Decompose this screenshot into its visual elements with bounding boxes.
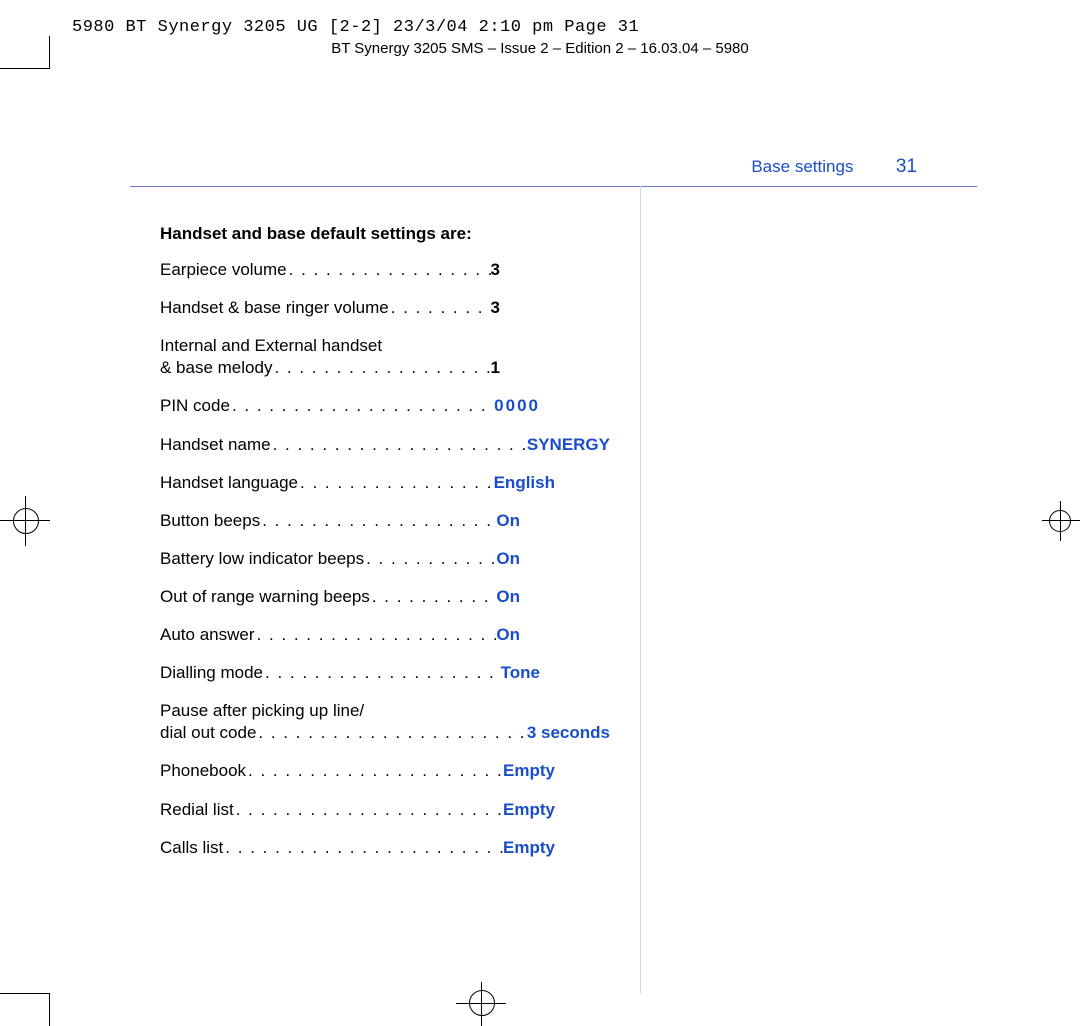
leader-dots bbox=[287, 259, 491, 281]
setting-line: Battery low indicator beeps On bbox=[160, 548, 520, 570]
leader-dots bbox=[370, 586, 497, 608]
setting-value: 3 bbox=[491, 297, 500, 319]
setting-value: 1 bbox=[491, 357, 500, 379]
setting-label: Battery low indicator beeps bbox=[160, 548, 364, 570]
crop-mark bbox=[0, 68, 50, 69]
setting-row: Button beeps On bbox=[160, 510, 610, 532]
setting-line: Redial list Empty bbox=[160, 799, 555, 821]
setting-line: Phonebook Empty bbox=[160, 760, 555, 782]
leader-dots bbox=[272, 357, 490, 379]
setting-label: Dialling mode bbox=[160, 662, 263, 684]
setting-label: Earpiece volume bbox=[160, 259, 287, 281]
leader-dots bbox=[223, 837, 503, 859]
setting-line: Dialling mode Tone bbox=[160, 662, 540, 684]
setting-line: Handset name SYNERGY bbox=[160, 434, 610, 456]
setting-value: SYNERGY bbox=[527, 434, 610, 456]
setting-line: Auto answer On bbox=[160, 624, 520, 646]
setting-label-line1: Internal and External handset bbox=[160, 335, 610, 357]
leader-dots bbox=[298, 472, 494, 494]
column-divider bbox=[640, 186, 641, 994]
registration-mark bbox=[1049, 510, 1071, 532]
setting-line: Handset & base ringer volume 3 bbox=[160, 297, 500, 319]
setting-row: Handset name SYNERGY bbox=[160, 434, 610, 456]
setting-row: Phonebook Empty bbox=[160, 760, 610, 782]
setting-value: On bbox=[496, 510, 520, 532]
setting-value: Tone bbox=[501, 662, 540, 684]
header-rule bbox=[130, 186, 977, 187]
setting-label: Handset name bbox=[160, 434, 271, 456]
setting-value: 3 bbox=[491, 259, 500, 281]
setting-line: Earpiece volume 3 bbox=[160, 259, 500, 281]
leader-dots bbox=[263, 662, 501, 684]
leader-dots bbox=[256, 722, 526, 744]
setting-row: Handset language English bbox=[160, 472, 610, 494]
page-area: Base settings 31 Handset and base defaul… bbox=[50, 68, 1042, 994]
setting-row: Redial list Empty bbox=[160, 799, 610, 821]
setting-label: Redial list bbox=[160, 799, 234, 821]
setting-value: Empty bbox=[503, 799, 555, 821]
setting-value: On bbox=[496, 624, 520, 646]
setting-label: Handset & base ringer volume bbox=[160, 297, 389, 319]
setting-line: dial out code 3 seconds bbox=[160, 722, 610, 744]
leader-dots bbox=[255, 624, 497, 646]
leader-dots bbox=[260, 510, 496, 532]
setting-value: Empty bbox=[503, 760, 555, 782]
setting-row: Handset & base ringer volume 3 bbox=[160, 297, 610, 319]
registration-mark bbox=[13, 508, 39, 534]
leader-dots bbox=[271, 434, 527, 456]
setting-label-line1: Pause after picking up line/ bbox=[160, 700, 610, 722]
setting-line: Handset language English bbox=[160, 472, 555, 494]
running-head: Base settings 31 bbox=[751, 156, 917, 178]
leader-dots bbox=[389, 297, 491, 319]
setting-row: Internal and External handset& base melo… bbox=[160, 335, 610, 379]
leader-dots bbox=[246, 760, 503, 782]
setting-row: Auto answer On bbox=[160, 624, 610, 646]
setting-line: Out of range warning beeps On bbox=[160, 586, 520, 608]
setting-value: On bbox=[496, 586, 520, 608]
setting-row: Earpiece volume 3 bbox=[160, 259, 610, 281]
setting-value: On bbox=[496, 548, 520, 570]
content-column: Handset and base default settings are: E… bbox=[160, 223, 610, 875]
setting-label: Calls list bbox=[160, 837, 223, 859]
leader-dots bbox=[234, 799, 503, 821]
settings-list: Earpiece volume3Handset & base ringer vo… bbox=[160, 259, 610, 859]
setting-row: Battery low indicator beeps On bbox=[160, 548, 610, 570]
setting-label: Button beeps bbox=[160, 510, 260, 532]
setting-label: Out of range warning beeps bbox=[160, 586, 370, 608]
setting-value: 3 seconds bbox=[527, 722, 610, 744]
setting-line: Button beeps On bbox=[160, 510, 520, 532]
page-number: 31 bbox=[896, 156, 917, 177]
setting-row: Out of range warning beeps On bbox=[160, 586, 610, 608]
setting-line: & base melody 1 bbox=[160, 357, 500, 379]
setting-line: Calls list Empty bbox=[160, 837, 555, 859]
content-heading: Handset and base default settings are: bbox=[160, 223, 610, 245]
setting-label: Handset language bbox=[160, 472, 298, 494]
setting-value: English bbox=[494, 472, 555, 494]
setting-row: Calls list Empty bbox=[160, 837, 610, 859]
setting-label: & base melody bbox=[160, 357, 272, 379]
setting-row: Pause after picking up line/dial out cod… bbox=[160, 700, 610, 744]
crop-mark bbox=[49, 36, 50, 68]
leader-dots bbox=[364, 548, 496, 570]
setting-value: 0000 bbox=[494, 395, 540, 417]
setting-value: Empty bbox=[503, 837, 555, 859]
setting-label: PIN code bbox=[160, 395, 230, 417]
crop-mark bbox=[0, 993, 50, 994]
print-slug: 5980 BT Synergy 3205 UG [2-2] 23/3/04 2:… bbox=[72, 18, 639, 37]
crop-mark bbox=[49, 994, 50, 1026]
setting-row: PIN code 0000 bbox=[160, 395, 610, 417]
setting-label: dial out code bbox=[160, 722, 256, 744]
document-header: BT Synergy 3205 SMS – Issue 2 – Edition … bbox=[0, 40, 1080, 57]
setting-row: Dialling mode Tone bbox=[160, 662, 610, 684]
setting-label: Auto answer bbox=[160, 624, 255, 646]
setting-line: PIN code 0000 bbox=[160, 395, 540, 417]
section-title: Base settings bbox=[751, 157, 853, 176]
leader-dots bbox=[230, 395, 494, 417]
setting-label: Phonebook bbox=[160, 760, 246, 782]
